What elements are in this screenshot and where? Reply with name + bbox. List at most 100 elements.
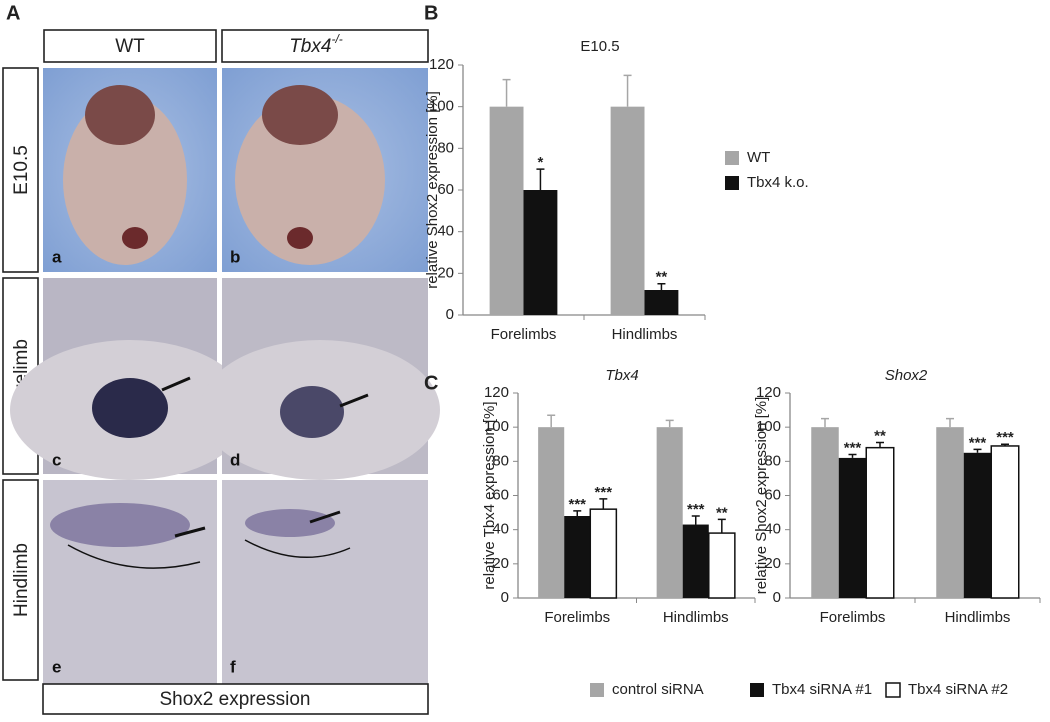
image-label: c [52,450,61,469]
error-bar [876,441,884,448]
row-header-box [2,479,39,681]
footer-box [42,683,429,715]
significance: *** [687,501,705,518]
bar [936,427,964,598]
error-bar [502,78,511,107]
y-tick-label: 120 [484,384,509,401]
y-tick-label: 60 [764,486,781,503]
error-bar [665,419,674,428]
panel-letter: B [424,2,438,24]
error-bar [657,283,666,290]
arrow [161,376,191,392]
y-tick-label: 80 [437,139,454,156]
legend-swatch [885,682,901,698]
bar [489,106,524,316]
row-header: Hindlimb [11,543,32,617]
bar [523,190,558,315]
bar [589,508,618,599]
photo [222,480,428,684]
bar [610,106,645,316]
bar [644,290,679,315]
expression-domain [50,503,190,547]
x-tick-label: Forelimbs [491,326,557,343]
legend-label: WT [747,149,770,166]
y-tick-label: 40 [492,521,509,538]
y-tick-label: 120 [429,56,454,73]
chart-title: E10.5 [580,38,619,55]
legend-swatch [725,176,739,190]
bar [682,524,709,598]
y-axis-label: relative Tbx4 expression [%] [481,401,498,589]
y-tick-label: 20 [492,555,509,572]
y-tick-label: 60 [437,181,454,198]
footer: Shox2 expression [159,689,310,710]
x-tick-label: Forelimbs [820,609,886,626]
outline [244,539,351,559]
significance: *** [969,434,987,451]
bar [538,427,565,598]
arrow [309,510,341,524]
error-bar [691,515,700,525]
embryo [63,95,187,265]
column-header: WT [115,36,145,57]
y-tick-label: 80 [764,452,781,469]
significance: *** [844,439,862,456]
legend-label: Tbx4 siRNA #1 [772,681,872,698]
chart-title: Tbx4 [605,367,638,384]
image-label: e [52,657,61,676]
y-tick-label: 0 [446,306,454,323]
y-tick-label: 60 [492,486,509,503]
y-tick-label: 20 [764,555,781,572]
y-tick-label: 0 [501,589,509,606]
significance: ** [874,428,886,445]
error-bar [946,417,954,428]
column-header-box [43,29,217,63]
legend-swatch [590,683,604,697]
significance: *** [595,484,613,501]
legend-swatch [725,151,739,165]
expression-domain [245,509,335,537]
legend-label: Tbx4 siRNA #2 [908,681,1008,698]
significance: *** [568,496,586,513]
embryo [235,95,385,265]
outline [67,544,201,569]
error-bar [848,453,857,458]
y-tick-label: 100 [484,418,509,435]
y-axis-label: relative Shox2 expression [%] [424,91,441,289]
y-axis-label: relative Shox2 expression [%] [753,397,770,595]
error-bar [821,417,829,428]
expression-domain [92,378,168,438]
bar [708,532,736,599]
x-tick-label: Hindlimbs [663,609,729,626]
y-tick-label: 40 [764,521,781,538]
error-bar [1001,443,1009,446]
arrow [339,393,369,408]
y-tick-label: 80 [492,452,509,469]
bar [865,446,895,599]
panel-letter: C [424,372,438,394]
row-header-box [2,67,39,273]
significance: *** [996,429,1014,446]
y-tick-label: 40 [437,223,454,240]
error-bar [536,168,545,190]
panel-a: A WT Tbx4-/- E10.5 Forelimb Hindlimb [2,2,440,715]
bar [656,427,683,598]
bar [564,516,591,598]
error-bar [973,448,982,453]
error-bar [599,498,608,510]
chart-title: Shox2 [885,367,928,384]
embryo-head [262,85,338,145]
y-tick-label: 120 [756,384,781,401]
legend-label: Tbx4 k.o. [747,174,809,191]
expression-domain [280,386,344,438]
row-header: E10.5 [11,145,32,195]
bar [990,445,1020,599]
column-header-box [221,29,429,63]
y-tick-label: 100 [429,98,454,115]
y-tick-label: 20 [437,264,454,281]
x-tick-label: Hindlimbs [612,326,678,343]
legend-swatch [750,683,764,697]
arrow [174,526,206,538]
embryo-head [85,85,155,145]
